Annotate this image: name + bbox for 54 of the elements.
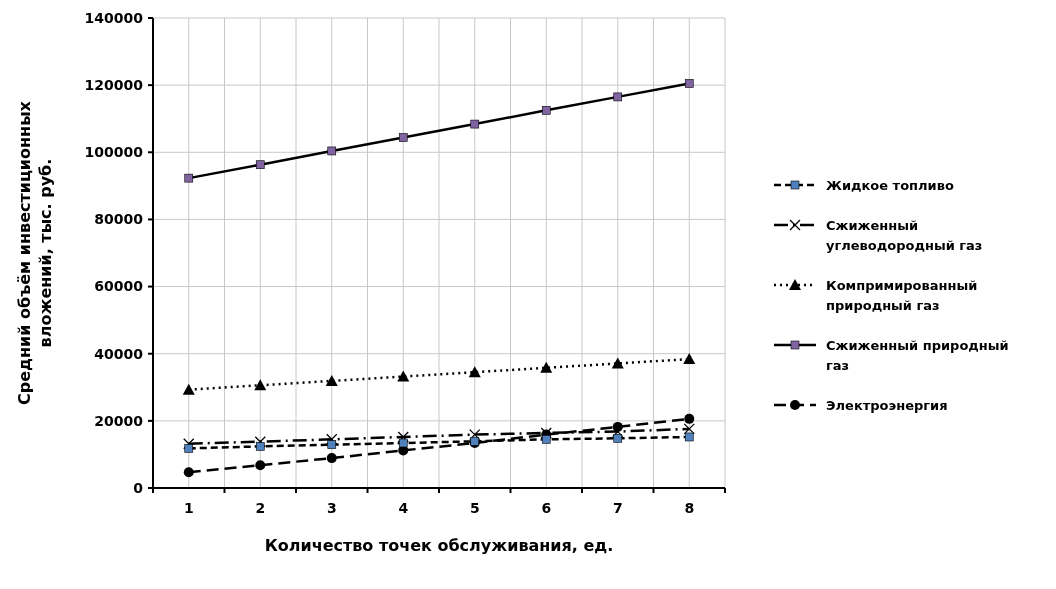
point [254, 379, 267, 391]
point [684, 79, 694, 88]
x-axis-title: Количество точек обслуживания, ед. [264, 536, 614, 555]
legend-label: Сжиженный природный газ [826, 337, 1009, 373]
legend-label: Компримированный природный газ [826, 277, 978, 313]
x-tick-label: 2 [255, 500, 266, 516]
point [684, 413, 695, 424]
x-tick-label: 1 [183, 500, 194, 516]
y-tick-label: 0 [133, 479, 144, 496]
x-tick-label: 4 [398, 500, 409, 516]
point [683, 353, 696, 365]
point [541, 106, 551, 115]
point [184, 173, 194, 183]
point [255, 442, 265, 451]
legend-label: Электроэнергия [826, 397, 948, 413]
point [684, 432, 694, 442]
point [398, 438, 408, 448]
point [327, 440, 337, 449]
point [469, 428, 481, 441]
point [184, 444, 194, 453]
point [683, 423, 695, 435]
point [255, 160, 265, 170]
point [397, 431, 409, 443]
point [397, 370, 410, 382]
point [470, 119, 480, 129]
point [611, 357, 624, 369]
y-tick-label: 20000 [94, 412, 144, 429]
point [255, 460, 266, 471]
x-tick-label: 8 [684, 500, 695, 516]
point [613, 434, 623, 443]
legend-label: Сжиженный углеводородный газ [826, 217, 983, 253]
x-tick-label: 7 [612, 500, 623, 516]
point [541, 435, 551, 444]
y-tick-label: 80000 [94, 211, 144, 228]
y-tick-label: 120000 [84, 77, 144, 94]
x-tick-label: 3 [326, 500, 337, 516]
legend-label: Жидкое топливо [826, 177, 954, 193]
y-tick-label: 40000 [94, 345, 144, 362]
point [183, 467, 194, 478]
point [613, 92, 623, 102]
x-tick-label: 6 [541, 500, 552, 516]
x-tick-label: 5 [469, 500, 480, 516]
point [326, 453, 337, 464]
point [540, 361, 553, 373]
y-tick-label: 60000 [94, 278, 144, 295]
y-axis-title: Средний объём инвестиционных вложений, тыс. руб. [15, 100, 55, 405]
point [182, 383, 195, 395]
point [612, 425, 624, 438]
point [327, 146, 337, 156]
point [325, 374, 338, 386]
point [468, 366, 481, 378]
y-tick-label: 140000 [84, 9, 144, 26]
point [398, 133, 408, 142]
y-tick-label: 100000 [84, 144, 144, 161]
